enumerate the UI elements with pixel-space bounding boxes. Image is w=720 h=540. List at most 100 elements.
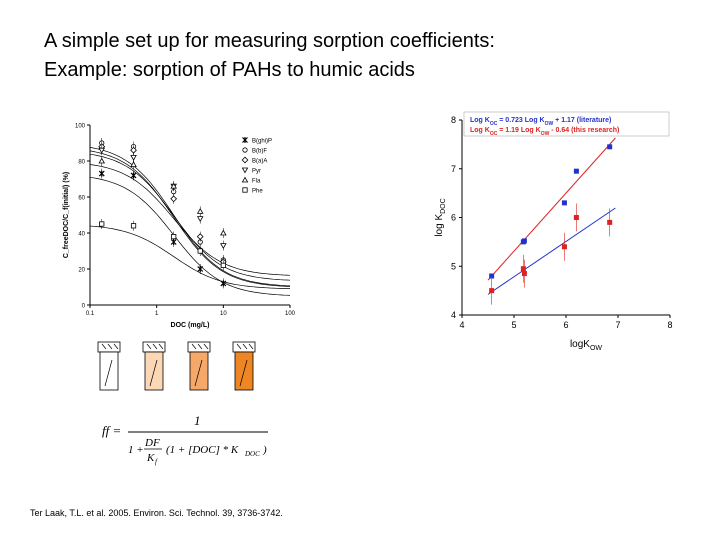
koc-kow-chart: 4 5 6 7 8 4 5 6 7 8 logKOW log KDOC Log KOC = 0.723…: [434, 111, 673, 352]
formula-den-prefix: 1 +: [128, 444, 144, 456]
vial-fiber: [239, 359, 248, 387]
chart2-x-axis-label: logKOW: [570, 339, 602, 352]
point-b-ghi-p: [197, 266, 204, 272]
chart2-legend-sub: OC: [490, 131, 498, 137]
chart1-y-tick-label: 60: [78, 196, 85, 202]
chart2-axes: 4 5 6 7 8 4 5 6 7 8 logKOW log KDOC: [434, 115, 673, 352]
point-this-research: [521, 271, 527, 277]
point-b-ghi-p: [98, 170, 105, 177]
formula-bracket-sub: DOC: [244, 450, 260, 458]
chart2-x-tick-label: 4: [459, 320, 464, 330]
legend-marker-b-a-a: [241, 156, 249, 164]
point-fla: [98, 157, 106, 164]
legend-label-fla: Fla: [252, 179, 261, 185]
chart2-legend-entry-2: Log KOC = 1.19 Log KOW - 0.64 (this rese…: [470, 127, 619, 137]
point-literature: [607, 144, 613, 150]
legend-label-pyr: Pyr: [252, 169, 261, 175]
chart1-legend: B(ghi)P B(b)F B(a)A Pyr Fla Phe: [241, 137, 272, 195]
chart2-legend-text: = 1.19 Log K: [497, 127, 540, 134]
fit-line-this-research: [487, 137, 616, 281]
point-pyr: [98, 147, 106, 154]
formula-kf: K: [146, 452, 155, 464]
fugacity-formula: ff = 1 1 + DF K f (1 + [DOC] * K DOC ): [102, 413, 268, 466]
chart1-fit-curves: [89, 147, 291, 296]
formula-kf-sub: f: [155, 458, 158, 466]
point-phe: [130, 223, 137, 229]
chart1-x-tick-label: 100: [285, 311, 296, 317]
formula-bracket: (1 + [DOC] * K: [166, 444, 239, 456]
legend-label-b-b-f: B(b)F: [252, 149, 267, 155]
legend-marker-phe: [242, 187, 248, 193]
chart2-y-tick-label: 7: [451, 164, 456, 174]
formula-lhs: ff =: [102, 423, 121, 438]
chart1-data-points: [98, 138, 227, 289]
chart2-legend-text: - 0.64 (this research): [549, 127, 619, 134]
chart1-y-tick-label: 0: [82, 304, 86, 310]
point-pyr: [196, 216, 204, 223]
vial-cap-thread: [101, 343, 119, 350]
point-this-research: [520, 266, 526, 272]
chart1-y-tick-label: 100: [75, 124, 86, 130]
chart2-x-axis-label-sub: OW: [590, 345, 602, 352]
point-phe: [171, 234, 177, 240]
chart1-x-axis-label: DOC (mg/L): [171, 322, 210, 329]
chart2-legend: Log KOC = 0.723 Log KOW + 1.17 (literatu…: [463, 111, 670, 137]
chart2-legend-entry-1: Log KOC = 0.723 Log KOW + 1.17 (literatu…: [470, 117, 611, 127]
sorption-curve-chart: 0 20 40 60 80 100 0.1 1 10 100 DOC (mg/L) C_freeDOC…: [63, 124, 296, 330]
chart2-y-tick-label: 8: [451, 115, 456, 125]
legend-label-b-a-a: B(a)A: [252, 159, 267, 165]
formula-bracket-close: ): [262, 444, 267, 456]
formula-df: DF: [144, 437, 160, 449]
fit-curve-b-b-f: [89, 147, 291, 287]
point-phe: [99, 221, 105, 227]
vial-fiber: [104, 359, 113, 387]
chart1-y-tick-label: 40: [78, 232, 85, 238]
chart2-fit-lines: [487, 137, 616, 295]
point-this-research: [573, 215, 579, 220]
point-b-a-a: [196, 233, 204, 240]
point-this-research: [489, 288, 495, 294]
chart1-axes: 0 20 40 60 80 100 0.1 1 10 100 DOC (mg/L) C_freeDOC…: [63, 124, 296, 330]
point-pyr: [130, 155, 137, 161]
point-literature: [573, 168, 579, 174]
legend-label-b-ghi-p: B(ghi)P: [252, 139, 272, 145]
fit-curve-b-ghi-p: [89, 176, 291, 296]
chart2-legend-sub: OW: [545, 121, 554, 127]
point-b-a-a: [170, 195, 178, 203]
legend-label-phe: Phe: [252, 189, 263, 195]
point-pyr: [220, 243, 227, 250]
fit-curve-phe: [89, 225, 290, 289]
fit-line-literature: [487, 207, 616, 295]
chart1-x-tick-label: 0.1: [86, 311, 95, 317]
chart2-x-tick-label: 6: [563, 320, 568, 330]
point-fla: [170, 182, 177, 189]
point-literature: [489, 273, 495, 279]
point-b-ghi-p: [220, 280, 227, 287]
chart2-legend-text: + 1.17 (literature): [553, 117, 611, 124]
chart2-x-tick-label: 7: [615, 320, 620, 330]
chart2-x-tick-label: 8: [667, 320, 672, 330]
legend-marker-b-b-f: [242, 147, 248, 153]
slide-title-line-2: Example: sorption of PAHs to humic acids: [44, 59, 415, 81]
chart2-y-tick-label: 6: [451, 213, 456, 223]
chart2-legend-sub: OW: [541, 131, 550, 137]
point-phe: [197, 248, 203, 254]
chart2-x-tick-label: 5: [511, 320, 516, 330]
chart1-y-tick-label: 80: [78, 160, 85, 166]
vial-cap-thread: [236, 343, 254, 350]
legend-marker-pyr: [241, 167, 249, 174]
point-fla: [220, 229, 227, 236]
chart2-legend-sub: OC: [490, 121, 498, 127]
point-fla: [130, 161, 137, 167]
vial-fiber: [194, 359, 203, 387]
legend-marker-fla: [241, 176, 249, 183]
citation: Ter Laak, T.L. et al. 2005. Environ. Sci…: [30, 508, 283, 518]
chart2-legend-box: [463, 111, 670, 137]
chart1-y-tick-label: 20: [78, 268, 85, 274]
chart2-legend-text: = 0.723 Log K: [497, 117, 544, 124]
point-this-research: [561, 244, 567, 250]
point-literature: [561, 200, 567, 206]
fit-curve-b-a-a: [89, 150, 291, 287]
chart2-y-axis-label: log KDOC: [434, 198, 447, 236]
